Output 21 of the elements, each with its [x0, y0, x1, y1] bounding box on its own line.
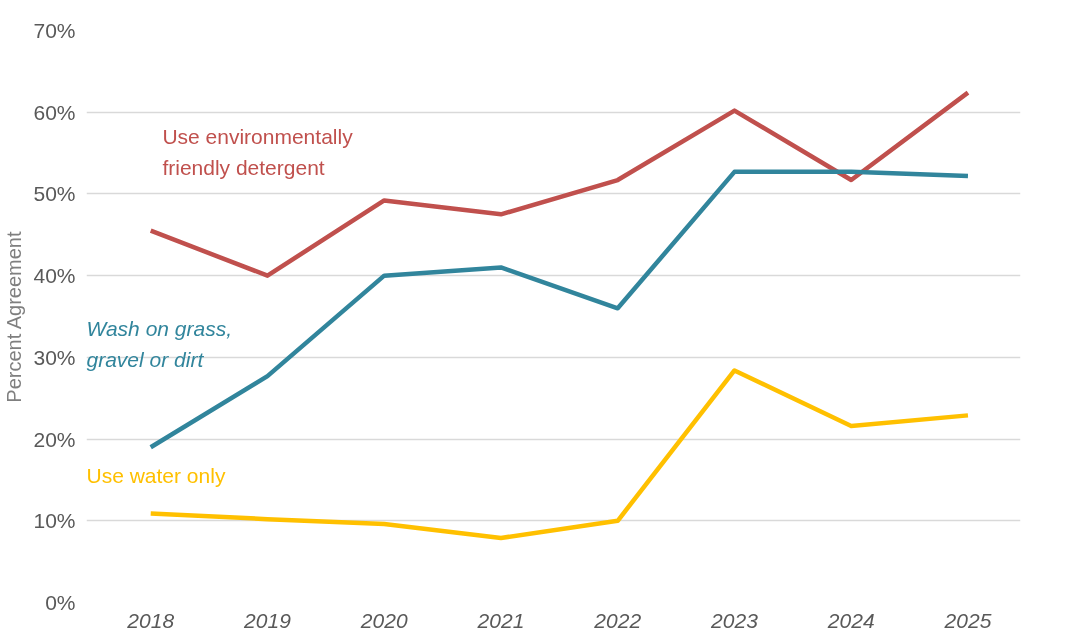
- x-tick-label: 2018: [126, 608, 175, 632]
- x-tick-label: 2021: [476, 608, 525, 632]
- line-series: [148, 90, 971, 278]
- y-tick-label: 30%: [33, 345, 76, 369]
- x-tick-label: 2024: [826, 608, 875, 632]
- series-label: Wash on grass, gravel or dirt: [86, 317, 233, 372]
- x-tick-label: 2020: [359, 608, 408, 632]
- series-label: Use environmentally friendly detergent: [162, 125, 354, 180]
- y-tick-label: 60%: [33, 100, 76, 124]
- y-tick-label: 40%: [33, 264, 76, 288]
- y-axis-title: Percent Agreement: [3, 231, 26, 403]
- y-tick-label: 50%: [33, 182, 76, 206]
- x-tick-label: 2023: [710, 608, 759, 632]
- y-tick-label: 10%: [33, 509, 76, 533]
- series-label: Use water only: [86, 464, 226, 488]
- y-tick-label: 0%: [45, 591, 76, 614]
- x-tick-label: 2019: [243, 608, 292, 632]
- x-tick-label: 2022: [593, 608, 642, 632]
- y-tick-label: 70%: [33, 19, 76, 42]
- y-tick-label: 20%: [33, 427, 76, 451]
- x-tick-label: 2025: [943, 608, 992, 632]
